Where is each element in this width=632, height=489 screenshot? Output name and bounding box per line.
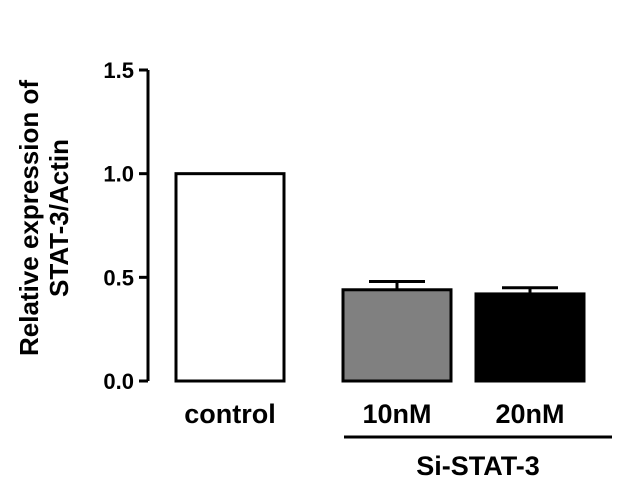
y-tick-label: 1.0 xyxy=(103,162,134,187)
bar-20nM xyxy=(474,292,586,383)
plot-area: 0.0 0.5 1.0 1.5 control 10nM 20nM Si-STAT-3 xyxy=(103,58,612,481)
x-tick-label: 10nM xyxy=(362,399,431,429)
x-tick-label: control xyxy=(184,399,276,429)
bar-control xyxy=(174,172,286,383)
y-tick-label: 1.5 xyxy=(103,58,134,83)
y-tick-label: 0.0 xyxy=(103,369,134,394)
x-tick-label: 20nM xyxy=(495,399,564,429)
group-label: Si-STAT-3 xyxy=(416,451,540,481)
y-axis-label-line-2: STAT-3/Actin xyxy=(44,139,74,297)
y-axis-label: Relative expression of STAT-3/Actin xyxy=(14,80,74,356)
y-axis-label-line-1: Relative expression of xyxy=(14,80,44,356)
bar-10nM xyxy=(341,288,453,383)
y-tick-label: 0.5 xyxy=(103,265,134,290)
